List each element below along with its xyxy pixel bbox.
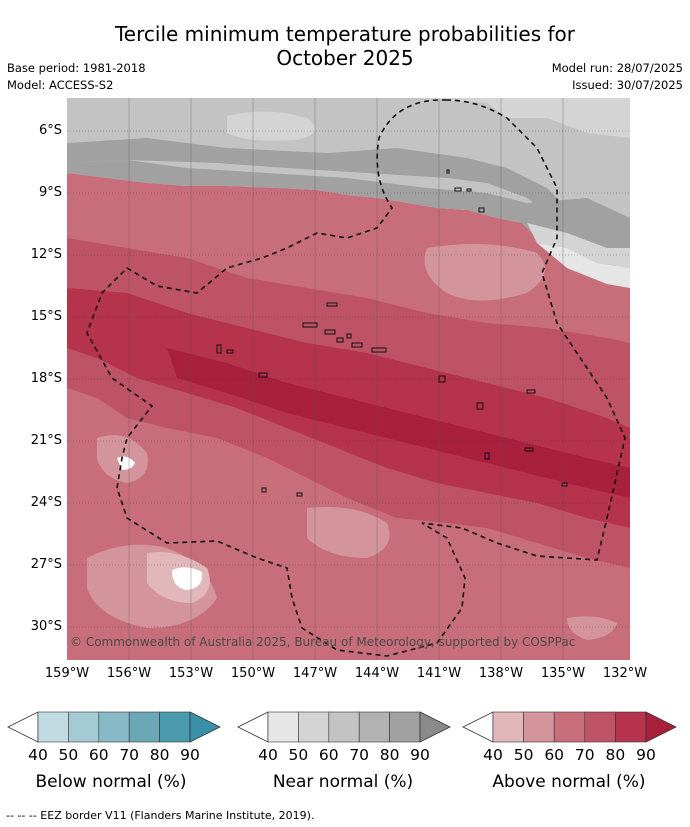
patch-above-50c bbox=[307, 507, 390, 558]
patch-above-50e bbox=[567, 616, 617, 640]
title-line-1: Tercile minimum temperature probabilitie… bbox=[114, 22, 576, 46]
field-near-60c bbox=[527, 223, 630, 268]
colorbar-label-above: Above normal (%) bbox=[492, 772, 646, 792]
colorbar-segment bbox=[358, 711, 390, 743]
issued-date: Issued: 30/07/2025 bbox=[572, 78, 683, 92]
colorbar-segment bbox=[98, 711, 130, 743]
colorbar-tick-label: 70 bbox=[574, 746, 595, 764]
colorbar-tick-label: 90 bbox=[410, 746, 430, 764]
colorbar-above bbox=[462, 711, 677, 743]
lon-label: 159°W bbox=[44, 666, 90, 681]
colorbar-segment bbox=[68, 711, 100, 743]
colorbar-min-arrow bbox=[237, 711, 269, 743]
colorbar-segment bbox=[328, 711, 360, 743]
patch-white-b bbox=[172, 567, 203, 590]
lon-label: 150°W bbox=[230, 666, 276, 681]
lat-label: 9°S bbox=[38, 185, 62, 200]
colorbar-tick-label: 80 bbox=[605, 746, 626, 764]
colorbar-tick-label: 80 bbox=[149, 746, 170, 764]
colorbar-tick-label: 50 bbox=[58, 746, 79, 764]
colorbar-tick-label: 90 bbox=[636, 746, 656, 764]
model-name: Model: ACCESS-S2 bbox=[7, 78, 114, 92]
map-title: Tercile minimum temperature probabilitie… bbox=[0, 22, 690, 70]
field-near-80 bbox=[67, 160, 630, 288]
lon-label: 147°W bbox=[292, 666, 338, 681]
lon-label: 138°W bbox=[478, 666, 524, 681]
lat-label: 18°S bbox=[30, 371, 62, 386]
colorbar-segment bbox=[492, 711, 524, 743]
field-near-80b bbox=[67, 138, 630, 248]
lon-label: 132°W bbox=[602, 666, 648, 681]
meta-left: Base period: 1981-2018 Model: ACCESS-S2 bbox=[7, 60, 146, 94]
colorbar-segment bbox=[615, 711, 647, 743]
colorbar-segment bbox=[159, 711, 191, 743]
colorbar-label-below: Below normal (%) bbox=[35, 772, 187, 792]
colorbar-below bbox=[7, 711, 221, 743]
lat-label: 6°S bbox=[38, 123, 62, 138]
eez-legend-note: -- -- -- EEZ border V11 (Flanders Marine… bbox=[6, 809, 315, 822]
copyright-notice: © Commonwealth of Australia 2025, Bureau… bbox=[70, 635, 575, 649]
colorbar-tick-label: 40 bbox=[28, 746, 48, 764]
colorbar-segment bbox=[128, 711, 160, 743]
colorbar-min-arrow bbox=[462, 711, 494, 743]
model-run: Model run: 28/07/2025 bbox=[551, 61, 683, 75]
colorbar-min-arrow bbox=[7, 711, 39, 743]
eez-borders bbox=[86, 99, 626, 657]
probability-map: © Commonwealth of Australia 2025, Bureau… bbox=[67, 98, 630, 660]
meta-right: Model run: 28/07/2025 Issued: 30/07/2025 bbox=[552, 60, 683, 94]
lon-label: 153°W bbox=[168, 666, 214, 681]
colorbar-tick-label: 70 bbox=[119, 746, 140, 764]
colorbar-tick-label: 50 bbox=[288, 746, 309, 764]
colorbar-tick-label: 60 bbox=[318, 746, 339, 764]
graticule bbox=[67, 130, 630, 628]
colorbar-near bbox=[237, 711, 451, 743]
lat-label: 21°S bbox=[30, 433, 62, 448]
colorbar-tick-label: 50 bbox=[513, 746, 534, 764]
colorbar-tick-label: 60 bbox=[88, 746, 109, 764]
colorbar-segment bbox=[523, 711, 555, 743]
colorbar-tick-label: 40 bbox=[483, 746, 503, 764]
colorbar-segment bbox=[389, 711, 421, 743]
base-period: Base period: 1981-2018 bbox=[7, 61, 146, 75]
lon-label: 135°W bbox=[540, 666, 586, 681]
colorbar-tick-label: 40 bbox=[258, 746, 278, 764]
lat-label: 30°S bbox=[30, 619, 62, 634]
meridians bbox=[128, 98, 564, 660]
lon-label: 156°W bbox=[106, 666, 152, 681]
colorbars bbox=[7, 711, 677, 743]
field-above-90 bbox=[167, 348, 630, 498]
colorbar-segment bbox=[553, 711, 586, 743]
lon-label: 141°W bbox=[416, 666, 462, 681]
islands bbox=[216, 169, 568, 497]
patch-above-50a bbox=[424, 244, 545, 301]
colorbar-segment bbox=[37, 711, 69, 743]
field-near-60b bbox=[227, 111, 315, 141]
colorbar-segment bbox=[267, 711, 299, 743]
colorbar-segment bbox=[584, 711, 616, 743]
colorbar-max-arrow bbox=[645, 711, 677, 743]
field-near-40 bbox=[537, 243, 630, 288]
colorbar-tick-label: 90 bbox=[180, 746, 200, 764]
title-line-2: October 2025 bbox=[276, 46, 414, 70]
colorbar-tick-label: 80 bbox=[379, 746, 400, 764]
colorbar-tick-label: 60 bbox=[544, 746, 565, 764]
colorbar-segment bbox=[298, 711, 330, 743]
colorbar-tick-label: 70 bbox=[349, 746, 370, 764]
lat-label: 24°S bbox=[30, 495, 62, 510]
colorbar-max-arrow bbox=[189, 711, 221, 743]
lat-label: 27°S bbox=[30, 557, 62, 572]
lat-label: 12°S bbox=[30, 247, 62, 262]
lon-label: 144°W bbox=[354, 666, 400, 681]
lat-label: 15°S bbox=[30, 309, 62, 324]
colorbar-label-near: Near normal (%) bbox=[272, 772, 414, 792]
field-near-60 bbox=[67, 98, 630, 138]
colorbar-max-arrow bbox=[419, 711, 451, 743]
